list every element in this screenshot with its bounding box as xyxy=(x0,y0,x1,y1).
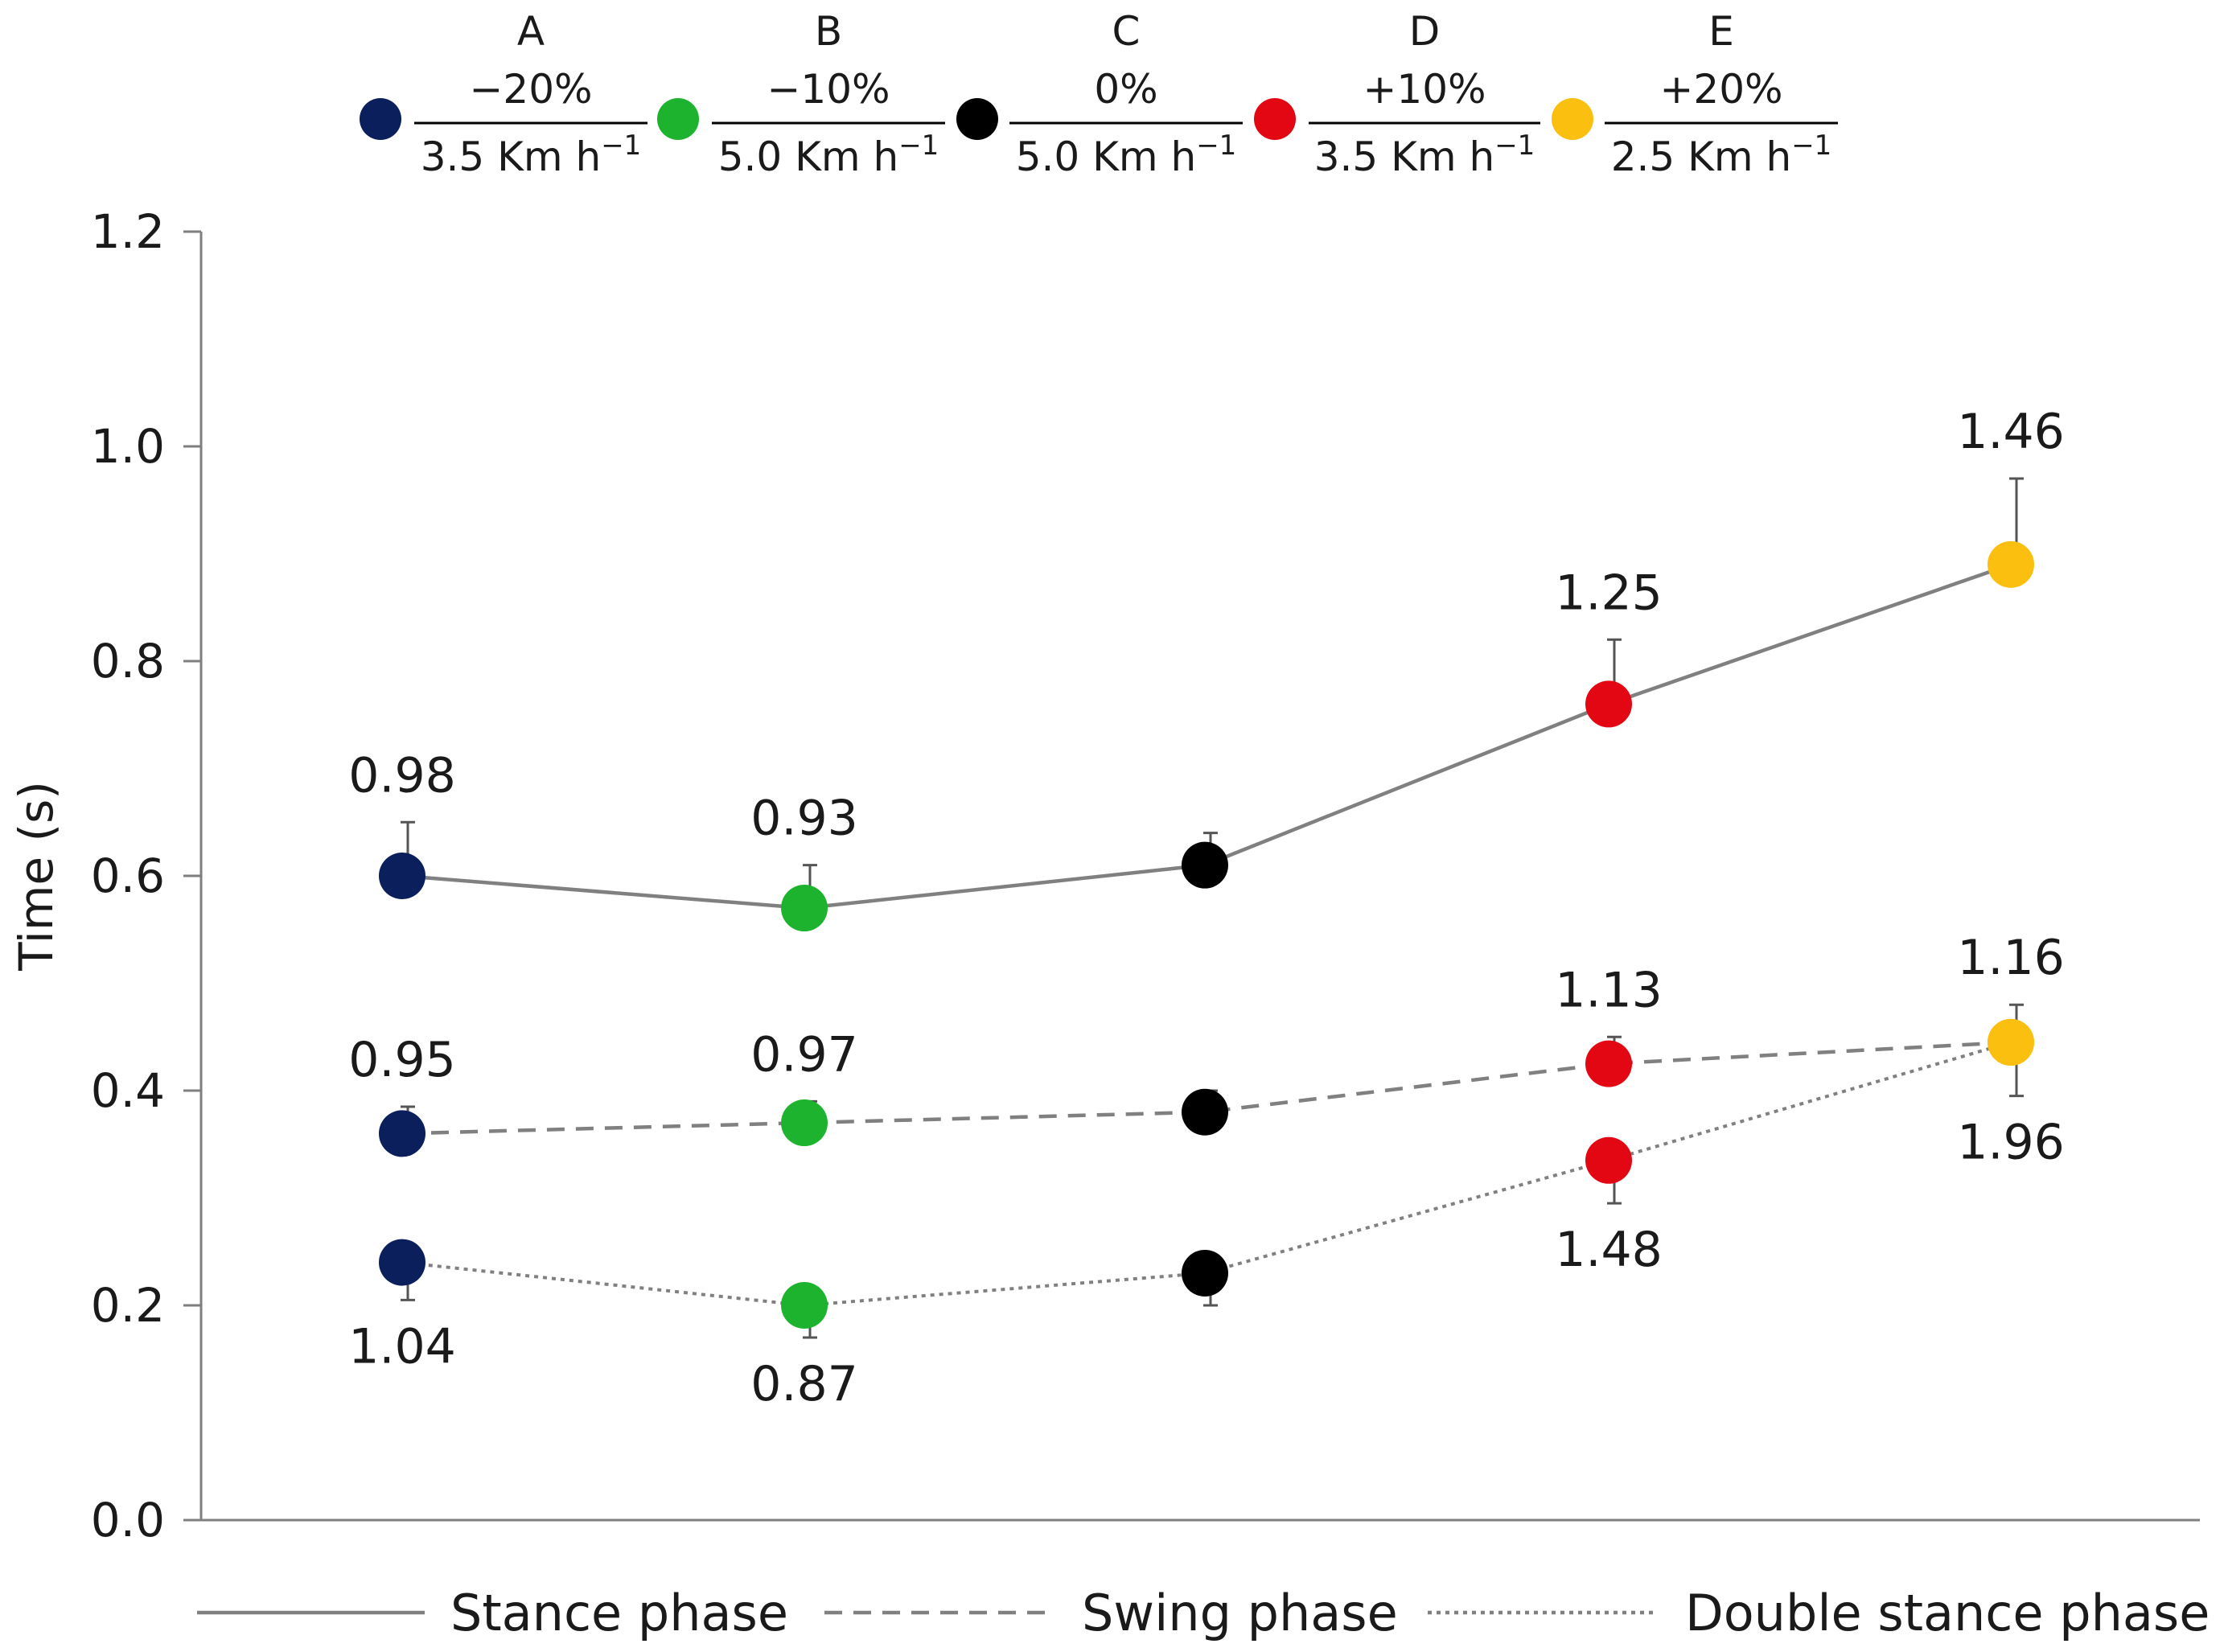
double-stance-phase-data-label: 1.96 xyxy=(1957,1115,2065,1171)
plot-area: 0.98 0.93 1.25 1.46 0.95 0.97 1.13 1.16 1.04 0.87… xyxy=(348,404,2065,1412)
stance-phase-data-label: 0.93 xyxy=(750,791,858,847)
y-tick-label: 0.2 xyxy=(91,1278,165,1333)
condition-a: A −20% 3.5 Km h−1 xyxy=(360,8,647,180)
axes: 0.0 0.2 0.4 0.6 0.8 1.0 1.2 Time (s) xyxy=(9,204,2200,1547)
double-stance-phase-point-c xyxy=(1182,1249,1228,1297)
double-stance-phase-data-label: 1.04 xyxy=(348,1318,456,1375)
condition-letter: A xyxy=(517,8,545,55)
swing-phase-data-label: 1.13 xyxy=(1555,962,1663,1018)
legend-label: Double stance phase xyxy=(1685,1584,2210,1642)
swing-phase-point-b xyxy=(781,1099,828,1147)
condition-d: D +10% 3.5 Km h−1 xyxy=(1254,8,1540,180)
swing-phase-point-a xyxy=(379,1110,425,1157)
double-stance-phase-point-d xyxy=(1585,1136,1632,1184)
data-points xyxy=(379,540,2034,1329)
stance-phase-data-label: 1.25 xyxy=(1555,565,1663,621)
condition-slope: 0% xyxy=(1094,66,1157,113)
swing-phase-data-label: 0.95 xyxy=(348,1032,456,1088)
condition-c: C 0% 5.0 Km h−1 xyxy=(956,8,1243,180)
condition-dot xyxy=(956,98,998,140)
stance-phase-point-a xyxy=(379,853,425,899)
swing-phase-line xyxy=(401,1040,2012,1136)
stance-phase-data-label: 1.46 xyxy=(1957,404,2065,460)
y-axis-title: Time (s) xyxy=(9,781,64,972)
legend-item-swing-phase: Swing phase xyxy=(824,1584,1398,1642)
y-tick-label: 0.8 xyxy=(91,634,165,688)
y-tick-label: 0.0 xyxy=(91,1493,165,1547)
double-stance-phase-data-label: 0.87 xyxy=(750,1356,858,1412)
error-bars xyxy=(401,477,2024,1339)
condition-letter: B xyxy=(815,8,842,55)
double-stance-phase-point-b xyxy=(781,1282,828,1329)
y-tick-label: 1.2 xyxy=(91,204,165,259)
condition-letter: E xyxy=(1708,8,1734,55)
condition-slope: −10% xyxy=(767,66,890,113)
stance-phase-data-label: 0.98 xyxy=(348,747,456,803)
stance-phase-point-e xyxy=(1988,540,2034,588)
condition-dot xyxy=(1552,98,1593,140)
condition-slope: +20% xyxy=(1659,66,1782,113)
condition-header: A −20% 3.5 Km h−1 B −10% 5.0 Km h−1 C 0% 5.0 Km … xyxy=(360,8,1838,180)
stance-phase-point-b xyxy=(781,885,828,932)
condition-e: E +20% 2.5 Km h−1 xyxy=(1552,8,1838,180)
y-tick-label: 0.6 xyxy=(91,849,165,903)
swing-phase-data-label: 0.97 xyxy=(750,1026,858,1083)
y-tick-label: 1.0 xyxy=(91,419,165,474)
swing-phase-point-c xyxy=(1182,1088,1228,1136)
series-lines xyxy=(401,562,2012,1308)
legend-label: Stance phase xyxy=(450,1584,788,1642)
legend-item-double-stance-phase: Double stance phase xyxy=(1428,1584,2210,1642)
condition-letter: C xyxy=(1112,8,1141,55)
condition-speed: 3.5 Km h−1 xyxy=(1314,129,1535,180)
condition-speed: 5.0 Km h−1 xyxy=(1016,129,1237,180)
legend: Stance phase Swing phase Double stance pha… xyxy=(197,1584,2210,1642)
condition-speed: 3.5 Km h−1 xyxy=(421,129,642,180)
double-stance-phase-point-e xyxy=(1988,1018,2034,1066)
stance-phase-point-d xyxy=(1585,680,1632,728)
condition-letter: D xyxy=(1409,8,1441,55)
condition-dot xyxy=(657,98,699,140)
condition-speed: 2.5 Km h−1 xyxy=(1611,129,1832,180)
legend-label: Swing phase xyxy=(1082,1584,1398,1642)
legend-item-stance-phase: Stance phase xyxy=(197,1584,788,1642)
condition-speed: 5.0 Km h−1 xyxy=(718,129,939,180)
condition-b: B −10% 5.0 Km h−1 xyxy=(657,8,945,180)
stance-phase-point-c xyxy=(1182,841,1228,889)
double-stance-phase-point-a xyxy=(379,1239,425,1286)
condition-slope: −20% xyxy=(469,66,592,113)
y-tick-label: 0.4 xyxy=(91,1063,165,1118)
condition-dot xyxy=(1254,98,1296,140)
condition-dot xyxy=(360,98,401,140)
double-stance-phase-data-label: 1.48 xyxy=(1555,1222,1663,1278)
swing-phase-point-d xyxy=(1585,1040,1632,1087)
data-labels: 0.98 0.93 1.25 1.46 0.95 0.97 1.13 1.16 1.04 0.87… xyxy=(348,404,2065,1412)
swing-phase-data-label: 1.16 xyxy=(1957,930,2065,986)
condition-slope: +10% xyxy=(1363,66,1486,113)
